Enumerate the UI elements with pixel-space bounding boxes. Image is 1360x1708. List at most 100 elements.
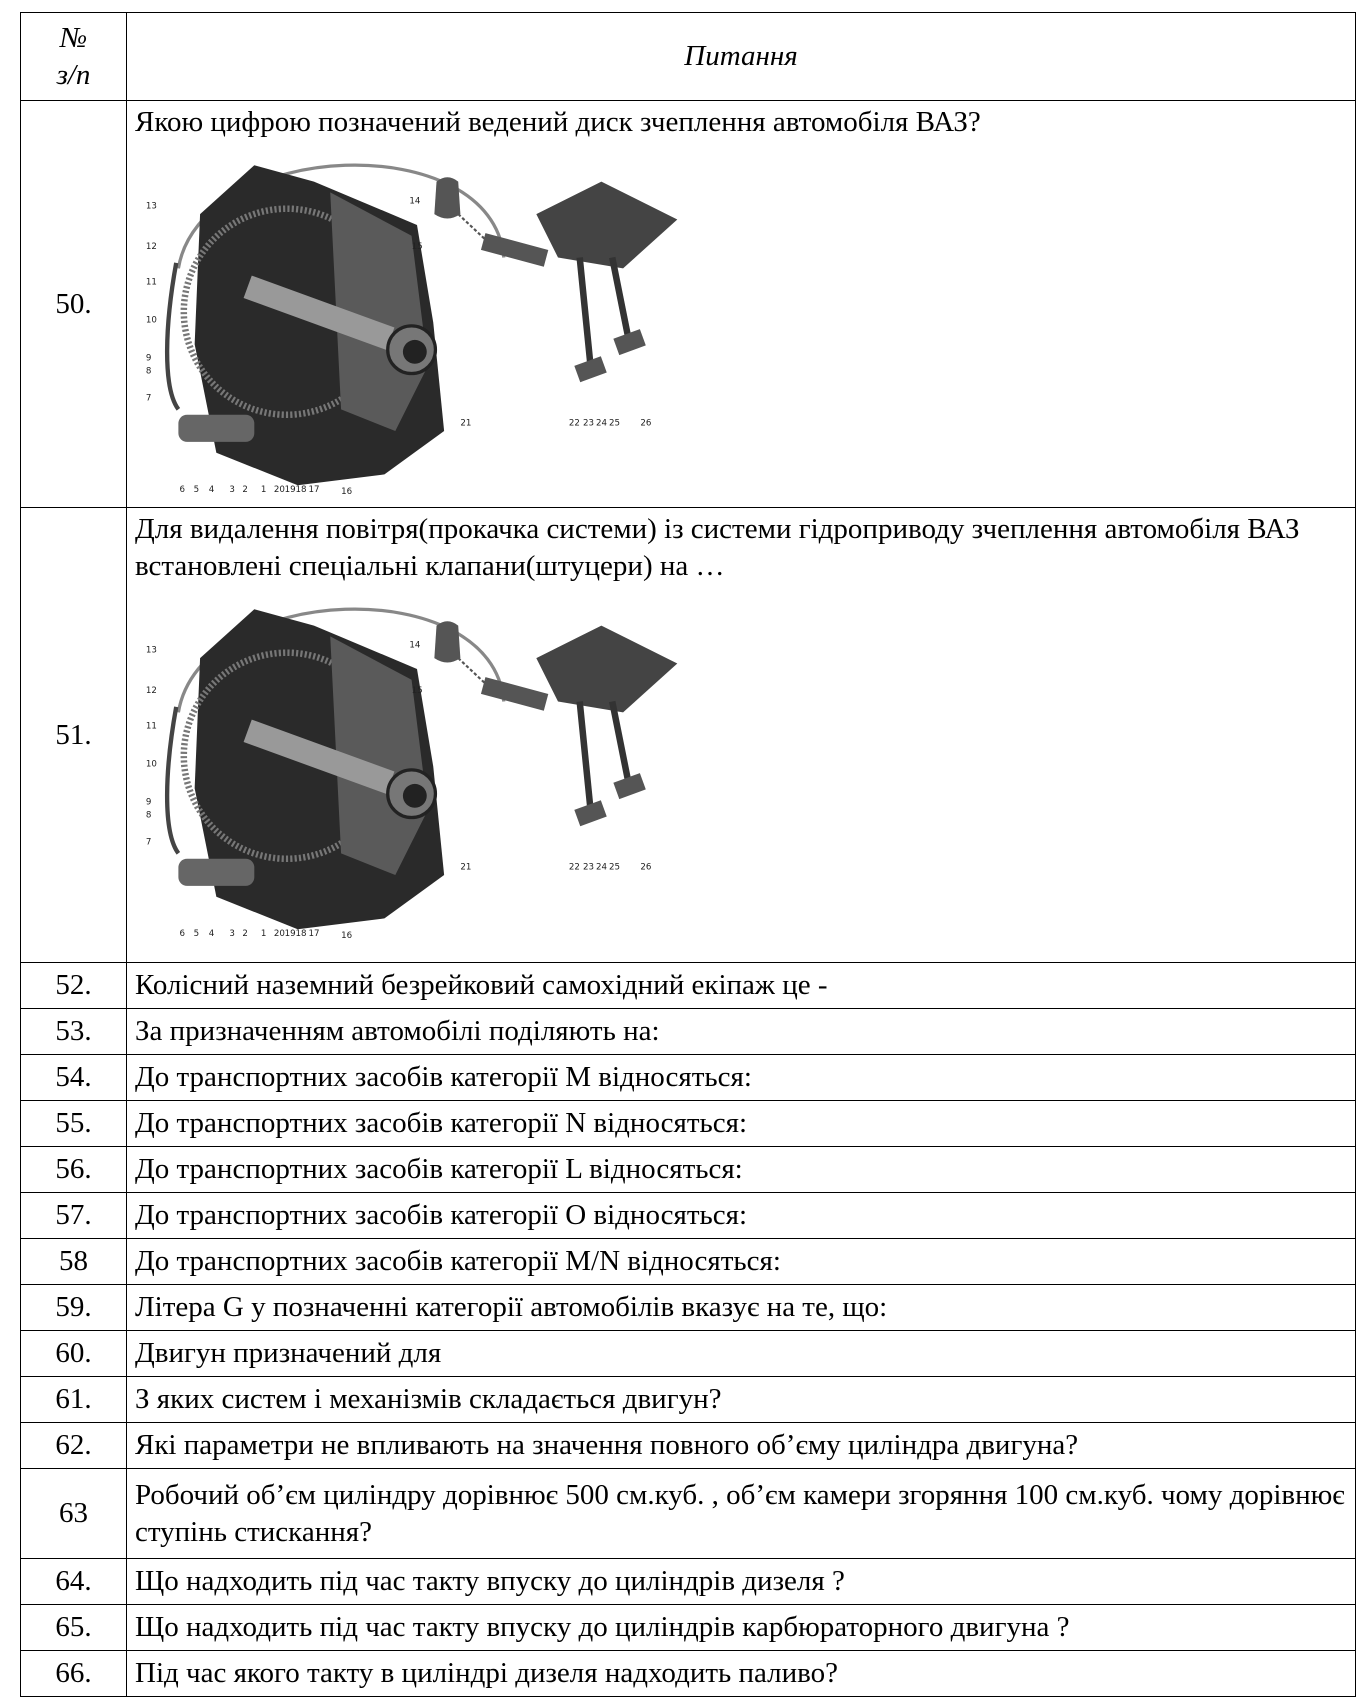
figure-callout: 24 — [596, 419, 608, 429]
question-number: 55. — [20, 1100, 127, 1147]
question-cell: До транспортних засобів категорії M/N ві… — [126, 1238, 1356, 1285]
figure-callout: 2 — [242, 485, 248, 495]
number-header: № з/п — [20, 12, 127, 101]
figure-callout: 6 — [179, 929, 185, 939]
figure-callout: 16 — [341, 487, 352, 497]
shaft — [243, 719, 395, 794]
figure-callout: 17 — [309, 929, 320, 939]
figure-callout: 25 — [609, 419, 620, 429]
question-row: 57. До транспортних засобів категорії О в… — [20, 1192, 1356, 1239]
question-cell: Якою цифрою позначений ведений диск зчеп… — [126, 100, 1356, 508]
question-row: 65. Що надходить під час такту впуску до … — [20, 1604, 1356, 1651]
pedal-pad-1 — [574, 356, 607, 383]
figure-callout: 26 — [640, 419, 651, 429]
figure-callout: 1 — [261, 929, 267, 939]
figure-callout: 2 — [242, 929, 248, 939]
figure-callout: 12 — [146, 686, 157, 696]
question-row: 62. Які параметри не впливають на значенн… — [20, 1422, 1356, 1469]
bearing-hole — [402, 783, 427, 808]
question-text: До транспортних засобів категорії L відн… — [135, 1153, 743, 1185]
header-row: № з/п Питання — [20, 12, 1356, 101]
figure-callout: 17 — [309, 485, 320, 495]
question-row: 55. До транспортних засобів категорії N в… — [20, 1100, 1356, 1147]
figure-callout: 11 — [146, 278, 157, 288]
figure-callout: 20 — [274, 485, 285, 495]
question-cell: До транспортних засобів категорії М відн… — [126, 1054, 1356, 1101]
question-text: До транспортних засобів категорії О відн… — [135, 1199, 748, 1231]
question-cell: Двигун призначений для — [126, 1330, 1356, 1377]
figure-callout: 12 — [146, 242, 157, 252]
figure-callout: 3 — [229, 929, 235, 939]
pedal-arm-1 — [576, 257, 594, 367]
pedal-pad-2 — [613, 773, 646, 800]
figure-callout: 5 — [194, 929, 200, 939]
figure-callout: 26 — [640, 863, 651, 873]
figure-callout: 11 — [146, 722, 157, 732]
question-text: Двигун призначений для — [135, 1337, 442, 1369]
pedal-arm-1 — [576, 701, 594, 811]
slave-cylinder — [178, 414, 255, 442]
figure-callout: 13 — [146, 202, 157, 212]
question-number: 66. — [20, 1650, 127, 1697]
figure-callout: 10 — [146, 760, 157, 770]
bearing-hole — [402, 339, 427, 364]
question-cell: До транспортних засобів категорії L відн… — [126, 1146, 1356, 1193]
question-row: 56. До транспортних засобів категорії L в… — [20, 1146, 1356, 1193]
question-text: До транспортних засобів категорії N відн… — [135, 1107, 748, 1139]
question-number: 52. — [20, 962, 127, 1009]
question-row: 63 Робочий об’єм циліндру дорівнює 500 см… — [20, 1468, 1356, 1559]
pedal-arm-2 — [609, 700, 632, 784]
pedal-bracket — [536, 181, 678, 269]
figure-callout: 5 — [194, 485, 200, 495]
question-text: Для видалення повітря(прокачка системи) … — [135, 513, 1300, 582]
question-row: 58 До транспортних засобів категорії M/N … — [20, 1238, 1356, 1285]
pedal-bracket — [536, 625, 678, 713]
reservoir — [434, 621, 461, 663]
question-row: 53. За призначенням автомобілі поділяють … — [20, 1008, 1356, 1055]
figure-callout: 18 — [296, 485, 307, 495]
question-header: Питання — [126, 12, 1356, 101]
question-number: 60. — [20, 1330, 127, 1377]
question-cell: Колісний наземний безрейковий самохідний… — [126, 962, 1356, 1009]
pedal-pad-2 — [613, 329, 646, 356]
hose — [164, 262, 181, 411]
question-cell: Що надходить під час такту впуску до цил… — [126, 1558, 1356, 1605]
figure-callout: 15 — [412, 686, 423, 696]
question-number: 61. — [20, 1376, 127, 1423]
question-number: 59. — [20, 1284, 127, 1331]
question-text: Під час якого такту в циліндрі дизеля на… — [135, 1657, 838, 1689]
figure-callout: 19 — [285, 929, 296, 939]
question-row: 50. Якою цифрою позначений ведений диск з… — [20, 100, 1356, 508]
figure-callout: 20 — [274, 929, 285, 939]
question-number: 56. — [20, 1146, 127, 1193]
question-text: За призначенням автомобілі поділяють на: — [135, 1015, 660, 1047]
figure-callout: 7 — [146, 838, 152, 848]
figure-callout: 16 — [341, 931, 352, 941]
figure-callout: 4 — [209, 485, 215, 495]
figure-callout: 21 — [460, 863, 471, 873]
question-text: Робочий об’єм циліндру дорівнює 500 см.к… — [135, 1478, 1345, 1548]
figure-callout: 9 — [146, 798, 152, 808]
question-row: 54. До транспортних засобів категорії М в… — [20, 1054, 1356, 1101]
figure-callout: 9 — [146, 354, 152, 364]
question-number: 64. — [20, 1558, 127, 1605]
question-number: 62. — [20, 1422, 127, 1469]
question-row: 51. Для видалення повітря(прокачка систем… — [20, 507, 1356, 963]
question-text: З яких систем і механізмів складається д… — [135, 1383, 722, 1415]
figure-callout: 14 — [409, 640, 421, 650]
question-row: 52. Колісний наземний безрейковий самохід… — [20, 962, 1356, 1009]
figure-callout: 23 — [583, 419, 594, 429]
question-number: 50. — [20, 100, 127, 508]
figure-callout: 1 — [261, 485, 267, 495]
question-number: 54. — [20, 1054, 127, 1101]
question-number: 57. — [20, 1192, 127, 1239]
question-row: 66. Під час якого такту в циліндрі дизеля… — [20, 1650, 1356, 1697]
figure-callout: 23 — [583, 863, 594, 873]
figure-callout: 10 — [146, 316, 157, 326]
figure-callout: 4 — [209, 929, 215, 939]
slave-cylinder — [178, 858, 255, 886]
question-row: 59. Літера G у позначенні категорії автом… — [20, 1284, 1356, 1331]
question-row: 61. З яких систем і механізмів складаєтьс… — [20, 1376, 1356, 1423]
question-cell: Робочий об’єм циліндру дорівнює 500 см.к… — [126, 1468, 1356, 1559]
